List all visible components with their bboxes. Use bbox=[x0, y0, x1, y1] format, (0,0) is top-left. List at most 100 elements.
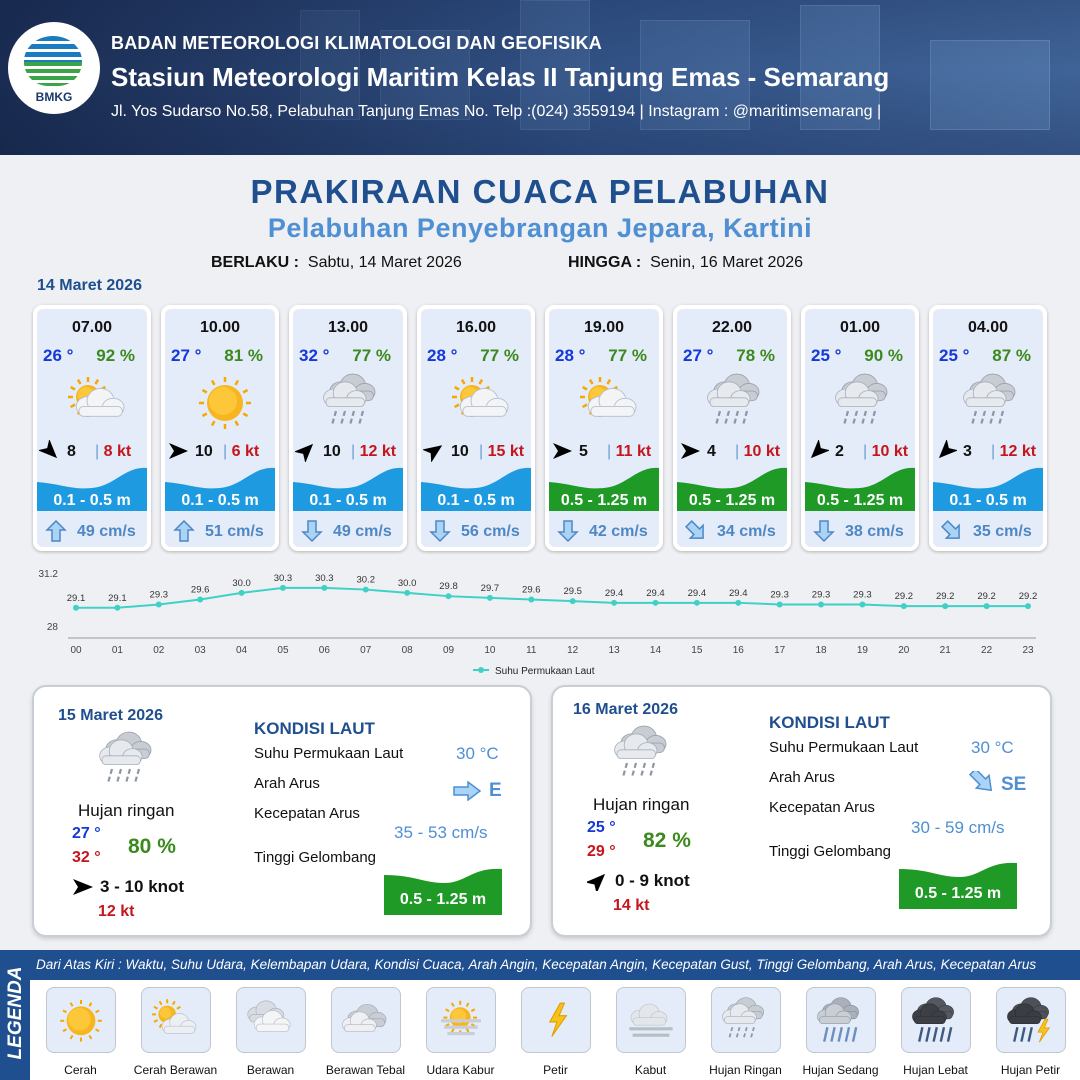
legend-marker bbox=[478, 667, 484, 673]
hourly-card-body: 01.00 25 ° 90 % 2 | 10 kt 0.5 - 1.25 m 3… bbox=[805, 309, 915, 547]
arrow-right-icon bbox=[453, 781, 482, 801]
sunny-icon bbox=[199, 377, 251, 429]
data-point bbox=[528, 596, 535, 603]
current-speed-label: Kecepatan Arus bbox=[769, 799, 875, 816]
wind-direction-icon bbox=[938, 440, 957, 459]
current-direction-label: Arah Arus bbox=[769, 769, 835, 786]
legend-item: Petir bbox=[508, 987, 603, 1077]
data-point bbox=[362, 586, 369, 593]
hourly-card: 16.00 28 ° 77 % 10 | 15 kt 0.1 - 0.5 m 5… bbox=[417, 305, 535, 551]
x-tick-label: 14 bbox=[650, 645, 662, 656]
air-temperature: 28 ° bbox=[427, 346, 458, 365]
day-gust: 12 kt bbox=[98, 903, 135, 920]
data-point bbox=[900, 603, 907, 610]
legend-icon-box bbox=[330, 987, 401, 1053]
wave-height-label: Tinggi Gelombang bbox=[254, 849, 377, 866]
forecast-time: 13.00 bbox=[327, 319, 369, 336]
data-point bbox=[776, 601, 783, 608]
data-point bbox=[983, 603, 990, 610]
arrow-down-icon bbox=[813, 520, 835, 542]
x-tick-label: 12 bbox=[567, 645, 579, 656]
x-tick-label: 03 bbox=[195, 645, 207, 656]
day-humidity: 80 % bbox=[128, 835, 176, 858]
data-label: 29.4 bbox=[729, 588, 748, 599]
air-temperature: 27 ° bbox=[683, 346, 714, 365]
legend-item: Cerah Berawan bbox=[128, 987, 223, 1077]
wind-speed: 2 bbox=[835, 443, 844, 460]
data-point bbox=[114, 604, 121, 611]
humidity: 77 % bbox=[608, 346, 647, 365]
legend-icon-box bbox=[235, 987, 306, 1053]
wave-height: 0.1 - 0.5 m bbox=[309, 492, 387, 509]
data-label: 29.3 bbox=[770, 589, 789, 600]
data-label: 29.2 bbox=[895, 591, 914, 602]
data-point bbox=[652, 599, 659, 606]
wind-direction-icon bbox=[73, 879, 93, 895]
data-label: 29.4 bbox=[688, 588, 707, 599]
legend-label: Hujan Lebat bbox=[903, 1063, 968, 1077]
legend-label: Berawan bbox=[246, 1063, 295, 1077]
gust-speed: | 12 kt bbox=[351, 443, 397, 460]
wind-direction-icon bbox=[39, 440, 58, 459]
hourly-card-body: 22.00 27 ° 78 % 4 | 10 kt 0.5 - 1.25 m 3… bbox=[677, 309, 787, 547]
wind-direction-icon bbox=[553, 443, 572, 459]
light-rain-icon bbox=[614, 725, 667, 778]
day-humidity: 82 % bbox=[643, 829, 691, 852]
valid-from-value: Sabtu, 14 Maret 2026 bbox=[307, 254, 462, 271]
legend-item: Kabut bbox=[603, 987, 698, 1077]
day-temp-min: 27 ° bbox=[72, 825, 101, 842]
wind-speed: 3 bbox=[963, 443, 972, 460]
humidity: 92 % bbox=[96, 346, 135, 365]
wave-height: 0.5 - 1.25 m bbox=[560, 492, 648, 509]
current-speed: 38 cm/s bbox=[845, 523, 904, 540]
legend-label: Hujan Sedang bbox=[802, 1063, 879, 1077]
sst-value: 30 °C bbox=[456, 744, 499, 763]
wind-direction-icon bbox=[295, 443, 314, 462]
x-tick-label: 22 bbox=[981, 645, 993, 656]
data-label: 30.3 bbox=[274, 573, 293, 584]
wave-height: 0.1 - 0.5 m bbox=[181, 492, 259, 509]
legend-label: Cerah Berawan bbox=[133, 1063, 218, 1077]
y-tick-label: 31.2 bbox=[39, 569, 59, 580]
wave-height-badge bbox=[293, 467, 403, 511]
light-rain-icon bbox=[721, 997, 764, 1039]
legend-icon-box bbox=[805, 987, 876, 1053]
data-label: 29.2 bbox=[977, 591, 996, 602]
legend-icon-box bbox=[140, 987, 211, 1053]
partly-cloudy-icon bbox=[68, 377, 125, 417]
air-temperature: 26 ° bbox=[43, 346, 74, 365]
data-point bbox=[404, 589, 411, 596]
light-rain-icon bbox=[323, 373, 376, 426]
legend-label: Udara Kabur bbox=[426, 1063, 495, 1077]
wind-speed: 5 bbox=[579, 443, 588, 460]
partly-sunny-icon bbox=[151, 999, 196, 1034]
wave-height-badge bbox=[677, 467, 787, 511]
x-tick-label: 23 bbox=[1022, 645, 1034, 656]
wave-height: 0.5 - 1.25 m bbox=[816, 492, 904, 509]
arrow-up-icon bbox=[45, 520, 67, 542]
x-tick-label: 13 bbox=[609, 645, 621, 656]
legend: LEGENDA Dari Atas Kiri : Waktu, Suhu Uda… bbox=[0, 950, 1080, 1080]
arrow-down-icon bbox=[301, 520, 323, 542]
data-label: 29.6 bbox=[191, 585, 210, 596]
air-temperature: 25 ° bbox=[939, 346, 970, 365]
day-date: 15 Maret 2026 bbox=[58, 707, 163, 724]
current-speed: 35 cm/s bbox=[973, 523, 1032, 540]
wave-height-badge bbox=[549, 467, 659, 511]
data-point bbox=[1025, 603, 1031, 610]
x-tick-label: 08 bbox=[402, 645, 414, 656]
current-speed: 42 cm/s bbox=[589, 523, 648, 540]
gust-speed: | 12 kt bbox=[991, 443, 1037, 460]
thunderstorm-icon bbox=[1006, 997, 1050, 1043]
light-rain-icon bbox=[707, 373, 760, 426]
wind-direction-icon bbox=[169, 443, 188, 459]
wind-direction-icon bbox=[810, 440, 829, 459]
forecast-time: 04.00 bbox=[967, 319, 1009, 336]
legend-label: Hujan Ringan bbox=[709, 1063, 782, 1077]
x-tick-label: 05 bbox=[277, 645, 289, 656]
data-point bbox=[155, 601, 162, 608]
forecast-time: 10.00 bbox=[199, 319, 241, 336]
wave-height-badge bbox=[165, 467, 275, 511]
sst-label: Suhu Permukaan Laut bbox=[769, 739, 919, 756]
data-label: 29.3 bbox=[150, 589, 169, 600]
